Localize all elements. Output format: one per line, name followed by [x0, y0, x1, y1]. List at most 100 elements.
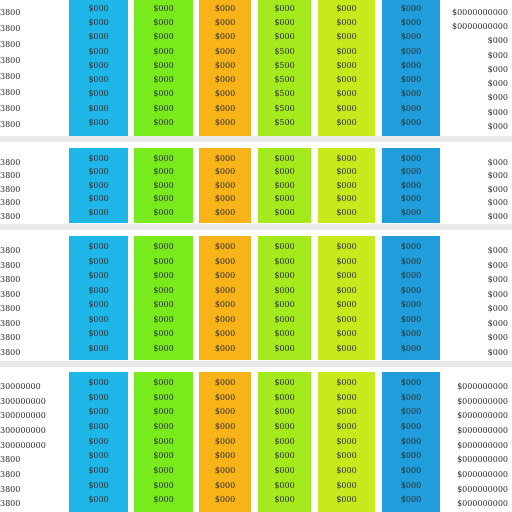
row-label: 3800 [0, 24, 21, 33]
row-label: 3800 [0, 158, 21, 167]
table-cell: $000 [153, 75, 174, 85]
table-cell: $000 [336, 46, 357, 56]
table-cell: $000 [336, 436, 357, 446]
row-label: 3800 [0, 246, 21, 255]
row-total: $000 [487, 50, 508, 60]
table-cell: $000 [153, 103, 174, 113]
table-cell: $000 [400, 436, 422, 446]
column-c4-block: $000 $000 $000 $000 $000 $000 $000 $000 [258, 236, 311, 360]
table-cell: $000 [400, 466, 422, 475]
row-label: 3800 [0, 8, 21, 17]
table-cell: $000 [214, 46, 236, 56]
left-label-column: 3800 3800 3800 3800 3800 3800 3800 3800 [0, 0, 64, 136]
table-cell: $000 [400, 422, 422, 431]
table-cell: $000 [214, 314, 236, 324]
column-c5-block: $000 $000 $000 $000 $000 $000 $000 $000 $000 [318, 0, 375, 136]
table-cell: $000 [400, 285, 422, 295]
column-c1-block: $000 $000 $000 $000 $000 $000 $000 $000 $000 [69, 372, 128, 512]
table-cell: $000 [214, 4, 236, 13]
table-cell: $000 [153, 480, 174, 490]
row-label: 300000000 [0, 396, 46, 406]
table-cell: $000 [88, 89, 109, 99]
table-cell: $000 [400, 314, 422, 324]
table-cell: $000 [336, 256, 357, 266]
table-cell: $000 [336, 117, 357, 127]
left-label-column: 3800 3800 3800 3800 3800 [0, 148, 64, 223]
table-cell: $000 [336, 314, 357, 324]
table-cell: $000 [400, 256, 422, 266]
row-total: $000000000 [457, 411, 508, 421]
row-label: 300000000 [0, 440, 46, 450]
table-cell: $000 [400, 154, 422, 163]
table-cell: $000 [88, 422, 109, 431]
row-total: $000 [487, 79, 508, 89]
table-cell: $000 [214, 436, 236, 446]
table-cell: $000 [153, 256, 174, 266]
table-cell: $000 [88, 343, 109, 353]
table-cell: $000 [274, 194, 295, 204]
table-cell: $000 [336, 466, 357, 475]
row-label: 3800 [0, 56, 21, 65]
row-label: 30000000 [0, 382, 41, 391]
column-c6-block: $000 $000 $000 $000 $000 $000 $000 $000 $000 [382, 372, 440, 512]
table-cell: $000 [214, 466, 236, 475]
table-cell: $000 [88, 466, 109, 475]
table-cell: $000 [336, 271, 357, 280]
table-cell: $000 [153, 89, 174, 99]
table-cell: $000 [400, 167, 422, 177]
table-cell: $000 [400, 271, 422, 280]
table-cell: $000 [88, 495, 109, 505]
left-label-column: 30000000 300000000 300000000 300000000 30000… [0, 372, 64, 512]
table-cell: $000 [336, 103, 357, 113]
table-cell: $000 [88, 117, 109, 127]
table-cell: $000 [336, 285, 357, 295]
column-c2-block: $000 $000 $000 $000 $000 $000 $000 $000 $000 [134, 0, 193, 136]
row-label: 3800 [0, 198, 21, 208]
row-label: 3800 [0, 455, 21, 465]
column-c1-block: $000 $000 $000 $000 $000 $000 $000 $000 $000 [69, 0, 128, 136]
table-cell: $000 [274, 392, 295, 402]
table-cell: $000 [400, 60, 422, 70]
table-cell: $000 [400, 18, 422, 28]
right-total-column: $000 $000 $000 $000 $000 [446, 148, 508, 223]
row-label: 3800 [0, 72, 21, 81]
column-c2-block: $000 $000 $000 $000 $000 [134, 148, 193, 223]
right-total-column: $0000000000 $0000000000 $000 $000 $000 $000 $0… [446, 0, 508, 136]
table-cell: $000 [336, 378, 357, 387]
row-label: 3800 [0, 333, 21, 342]
table-cell: $000 [400, 46, 422, 56]
table-cell: $000 [153, 194, 174, 204]
table-cell: $000 [336, 180, 357, 190]
column-c5-block: $000 $000 $000 $000 $000 [318, 148, 375, 223]
table-cell: $000 [153, 117, 174, 127]
table-cell: $000 [214, 89, 236, 99]
row-total: $000000000 [457, 382, 508, 391]
row-total: $000000000 [457, 499, 508, 509]
table-cell: $000 [214, 378, 236, 387]
table-cell: $000 [274, 343, 295, 353]
table-cell: $000 [214, 451, 236, 461]
table-cell: $000 [153, 18, 174, 28]
table-cell: $000 [214, 480, 236, 490]
column-c2-block: $000 $000 $000 $000 $000 $000 $000 $000 $000 [134, 372, 193, 512]
table-cell: $000 [214, 271, 236, 280]
table-cell: $000 [274, 436, 295, 446]
row-label: 3800 [0, 171, 21, 181]
column-c6-block: $000 $000 $000 $000 $000 $000 $000 $000 [382, 236, 440, 360]
row-total: $000 [487, 333, 508, 342]
row-label: 3800 [0, 470, 21, 479]
table-cell: $000 [336, 422, 357, 431]
row-total: $000000000 [457, 484, 508, 494]
table-cell: $000 [153, 407, 174, 417]
row-total: $000 [487, 289, 508, 299]
table-cell: $000 [274, 285, 295, 295]
column-c5-block: $000 $000 $000 $000 $000 $000 $000 $000 $000 [318, 372, 375, 512]
table-cell: $000 [153, 466, 174, 475]
table-cell: $000 [88, 180, 109, 190]
table-cell: $000 [214, 343, 236, 353]
table-cell: $000 [153, 329, 174, 338]
table-cell: $000 [336, 392, 357, 402]
right-total-column: $000 $000 $000 $000 $000 $000 $000 $000 [446, 236, 508, 360]
table-cell: $000 [153, 271, 174, 280]
column-c1-block: $000 $000 $000 $000 $000 [69, 148, 128, 223]
